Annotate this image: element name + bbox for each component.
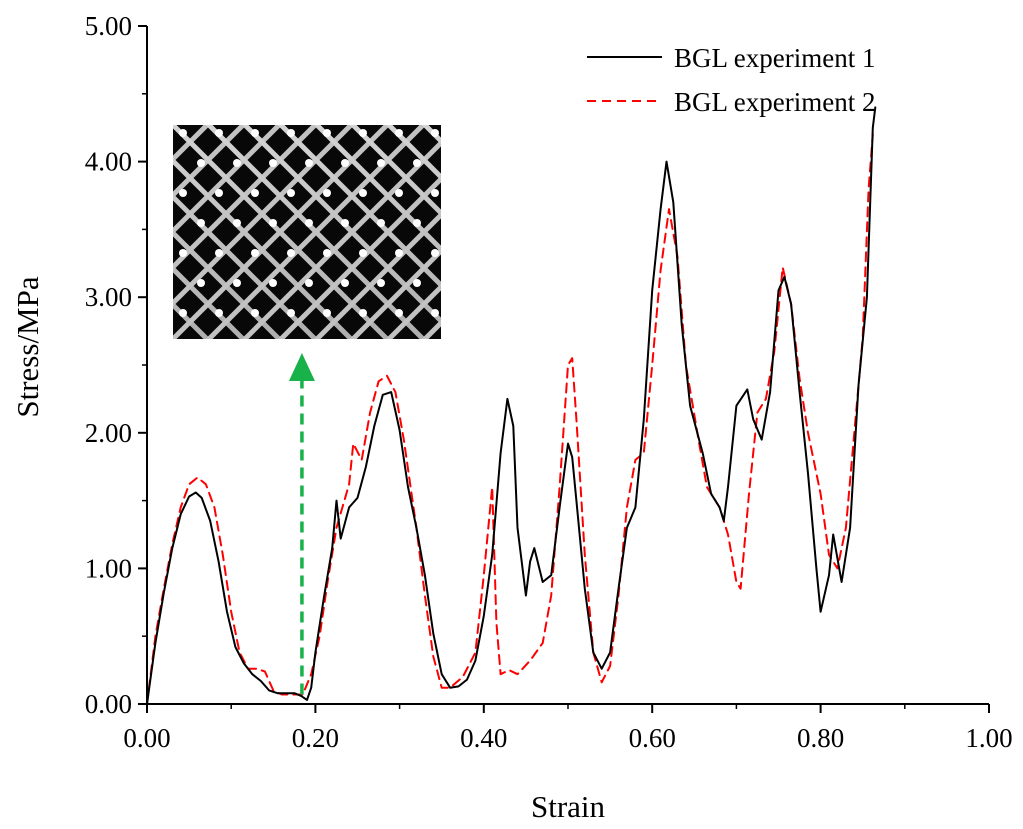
series-line-2 (147, 133, 874, 704)
x-axis: 0.00 0.20 0.40 0.60 0.80 1.00 (123, 704, 1013, 753)
x-tick-label: 0.20 (292, 723, 339, 753)
y-tick-label: 2.00 (85, 418, 132, 448)
green-arrow-annotation (288, 353, 315, 695)
x-tick-label: 0.60 (629, 723, 676, 753)
legend-label-series-1: BGL experiment 1 (674, 43, 875, 73)
inset-lattice-image (173, 125, 441, 339)
y-axis-title: Stress/MPa (10, 276, 45, 417)
legend: BGL experiment 1 BGL experiment 2 (587, 43, 875, 117)
y-tick-label: 0.00 (85, 689, 132, 719)
y-tick-label: 5.00 (85, 11, 132, 41)
y-tick-label: 3.00 (85, 282, 132, 312)
y-tick-label: 1.00 (85, 553, 132, 583)
series-line-1 (147, 106, 877, 704)
x-tick-label: 1.00 (965, 723, 1012, 753)
y-axis: 0.00 1.00 2.00 3.00 4.00 5.00 (85, 11, 147, 719)
y-tick-label: 4.00 (85, 147, 132, 177)
x-tick-label: 0.80 (797, 723, 844, 753)
legend-label-series-2: BGL experiment 2 (674, 87, 875, 117)
series-layer (147, 106, 877, 704)
x-axis-title: Strain (531, 789, 606, 824)
x-tick-label: 0.00 (123, 723, 170, 753)
x-tick-label: 0.40 (460, 723, 507, 753)
